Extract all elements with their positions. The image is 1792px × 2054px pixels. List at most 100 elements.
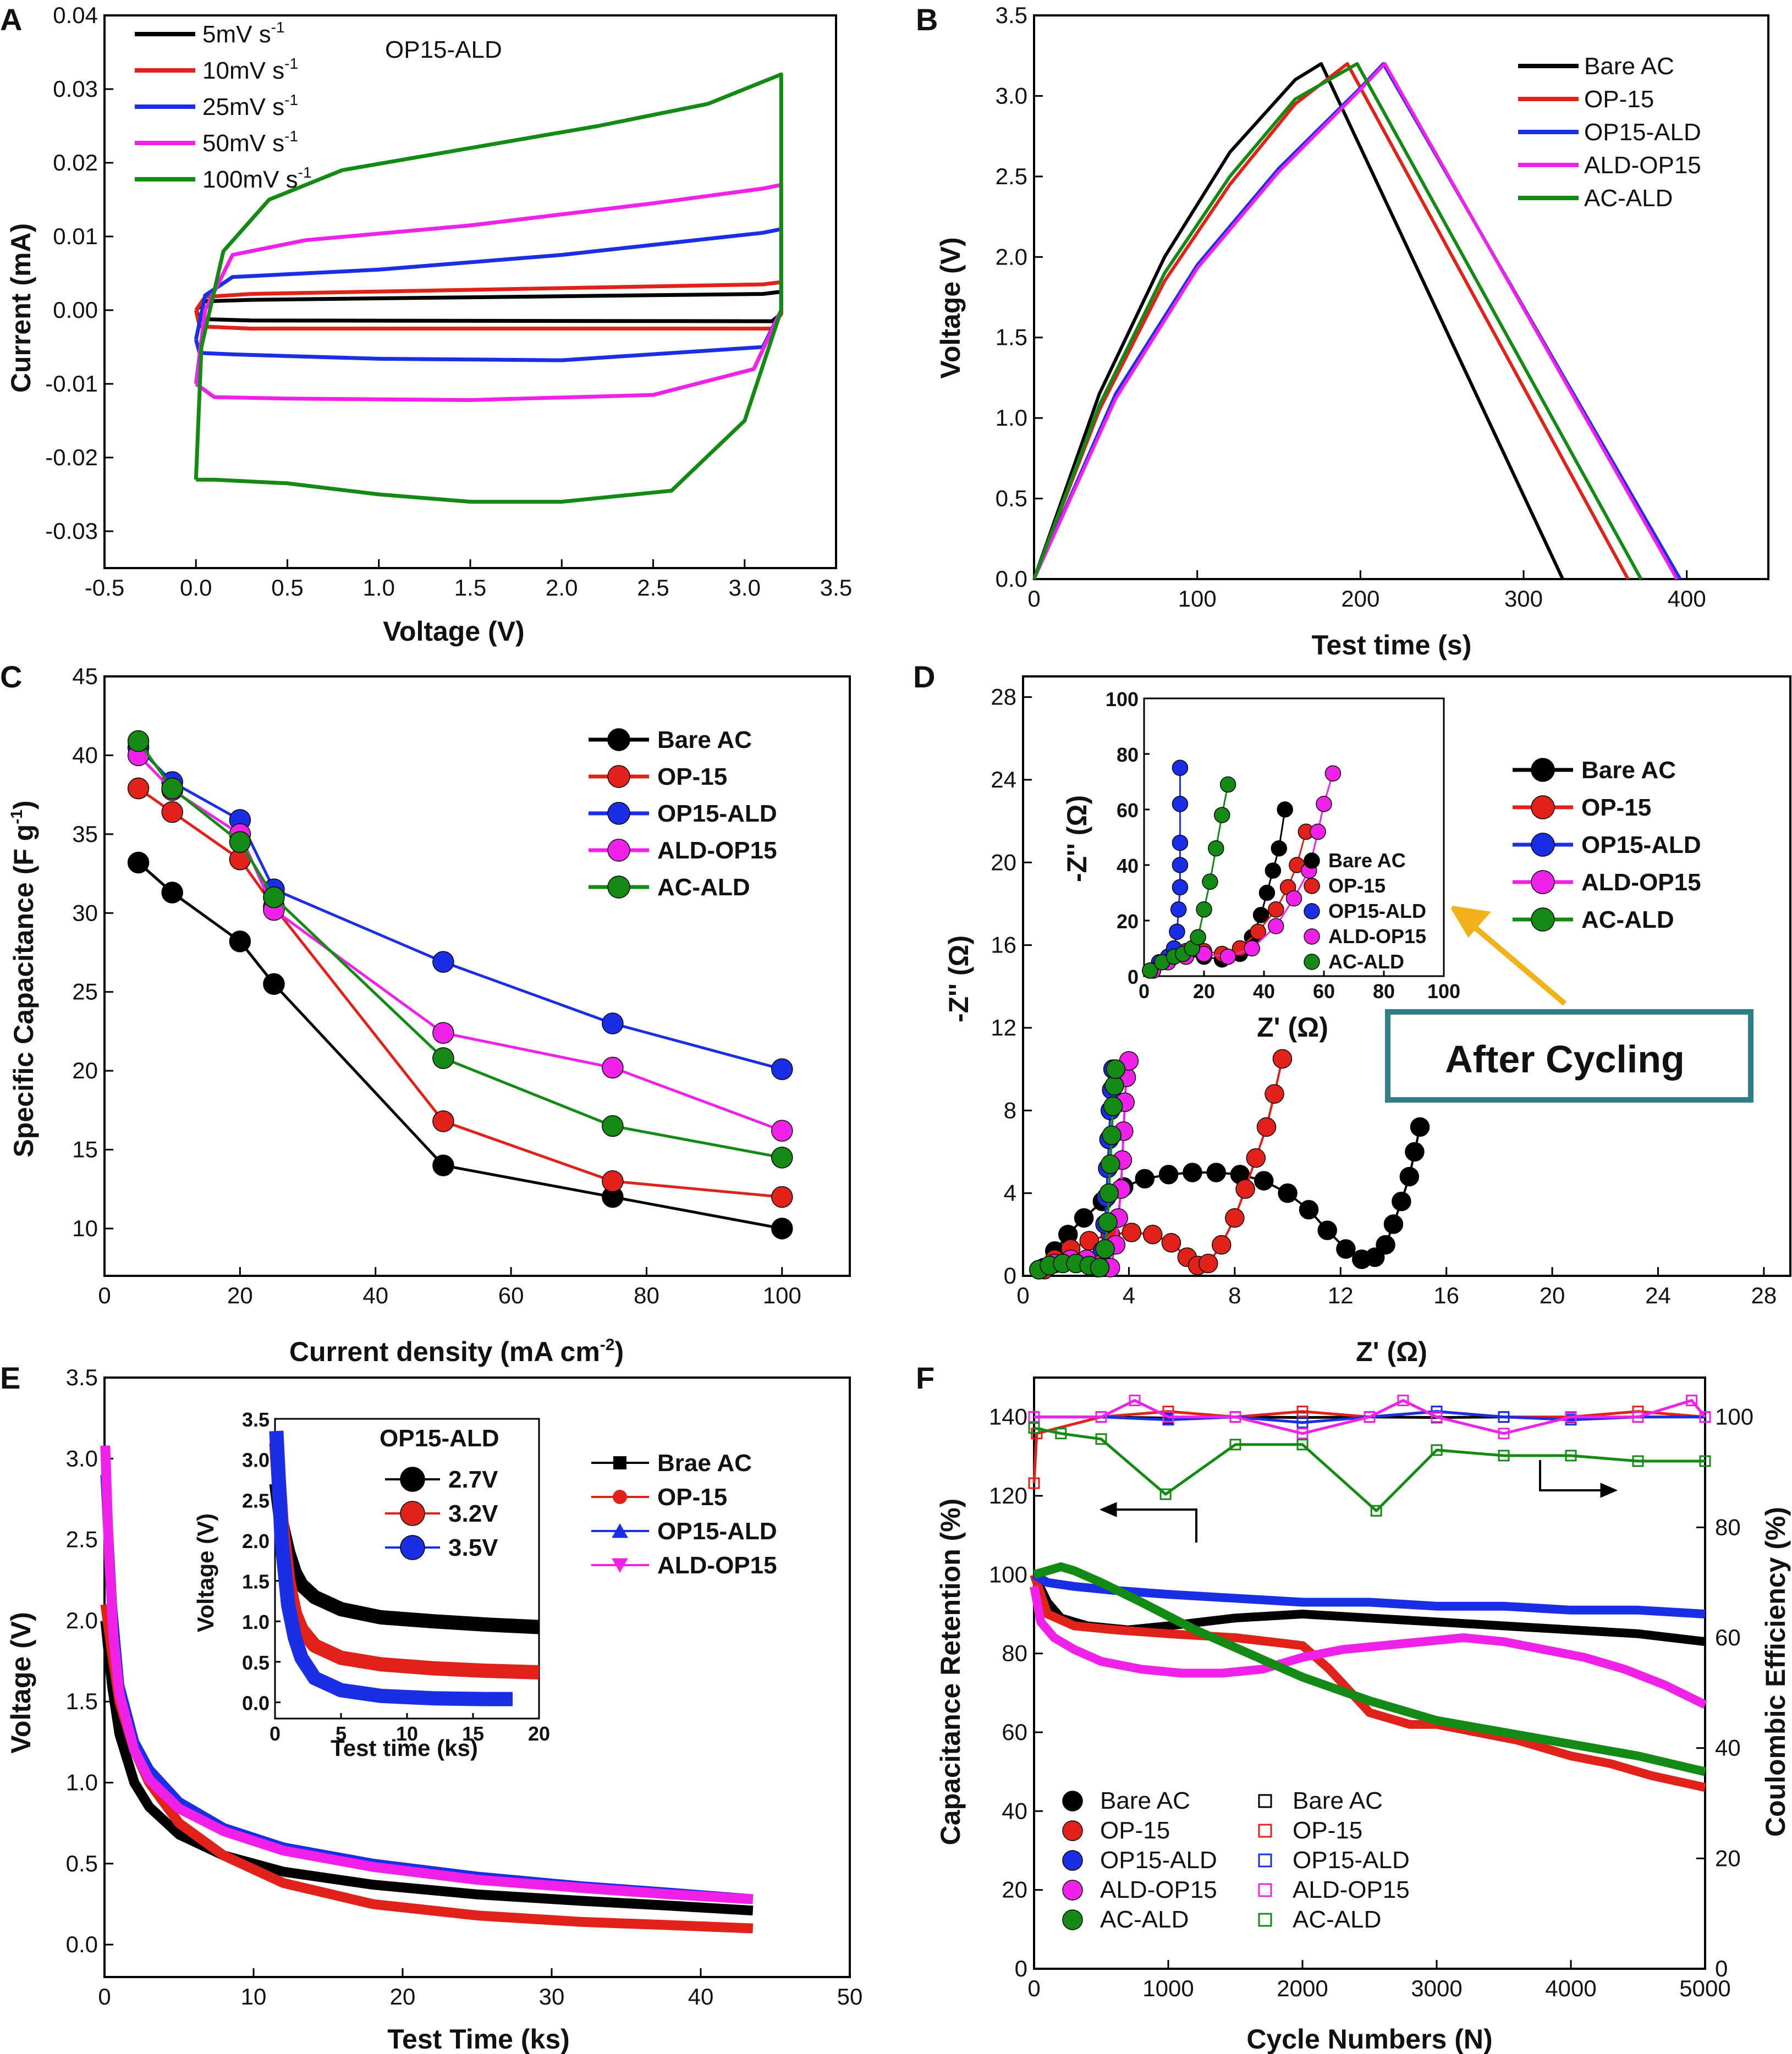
p4-inset-xtick-label: 10	[396, 1722, 418, 1745]
pC-point-4	[161, 777, 183, 800]
p0-ytick-label: 0.03	[53, 76, 98, 102]
p5-ytick-label: 60	[1002, 1719, 1027, 1745]
p4-ytick-label: 3.0	[66, 1445, 98, 1471]
p0-ytick-label: -0.03	[45, 518, 98, 544]
pD-point-4	[1100, 1154, 1120, 1174]
pD-point-0	[1299, 1199, 1319, 1220]
pA-ylabel: Current (mA)	[6, 223, 36, 393]
pD-inset-point-3	[1268, 918, 1284, 934]
pD-inset-point-2	[1170, 901, 1187, 918]
pF-point-9	[1431, 1444, 1443, 1456]
pF-point-8	[1565, 1411, 1577, 1423]
p4-inset-xtick-label: 20	[528, 1722, 550, 1745]
pA-title: OP15-ALD	[385, 36, 502, 63]
pD-inset-bg	[1144, 698, 1444, 976]
p5-xtick-label: 3000	[1411, 1975, 1462, 2001]
pA-legend-label: 100mV s-1	[202, 164, 312, 193]
p1-frame	[1033, 14, 1769, 580]
pD-inset-legend-label: ALD-OP15	[1328, 925, 1426, 948]
p4-ytick-label: 0.5	[66, 1851, 98, 1876]
pF-legend-marker	[1258, 1824, 1272, 1838]
pF-series-9	[1034, 1427, 1705, 1512]
p1-xtick-label: 400	[1668, 586, 1706, 612]
pE-legend-label: Brae AC	[657, 1450, 752, 1477]
pD-inset-legend-marker	[1304, 852, 1320, 869]
p2-ytick-label: 15	[72, 1137, 98, 1163]
pA-series-0	[194, 290, 783, 323]
pD-inset-legend-marker	[1304, 928, 1320, 945]
pD-annotation-arrowhead	[1450, 906, 1491, 938]
pF-legend-marker	[1062, 1791, 1083, 1811]
pC-legend-marker	[607, 765, 630, 788]
p4-xtick-label: 30	[539, 1984, 565, 2009]
pE-inset-series-2	[269, 1430, 513, 1706]
p3-ytick-label: 16	[991, 932, 1016, 958]
p4-xtick-label: 0	[98, 1984, 111, 2009]
pC-point-4	[263, 886, 285, 908]
p4-ytick-label: 2.5	[66, 1527, 98, 1552]
p3-xtick-label: 4	[1123, 1282, 1135, 1308]
p4-ytick-label: 1.0	[66, 1769, 98, 1795]
p5-xtick-label: 5000	[1679, 1975, 1730, 2001]
pF-point-6	[1028, 1477, 1040, 1489]
p1-ytick-label: 2.0	[996, 244, 1027, 269]
p3-xtick-label: 16	[1433, 1282, 1459, 1308]
pE-inset-ylabel: Voltage (V)	[193, 1513, 218, 1632]
pD-point-0	[1405, 1142, 1425, 1162]
pF-legend-marker	[1062, 1909, 1083, 1930]
pC-ylabel-close: )	[8, 800, 39, 810]
pD-inset-point-0	[1277, 801, 1293, 818]
pE-inset-legend-label: 3.5V	[448, 1534, 498, 1561]
pD-legend-marker	[1531, 795, 1555, 819]
pD-inset-point-3	[1285, 890, 1302, 907]
p1-xtick-label: 0	[1027, 586, 1040, 612]
pF-legend-marker	[1258, 1853, 1272, 1868]
pD-point-4	[1090, 1258, 1110, 1277]
pC-point-1	[127, 777, 150, 800]
pC-ylabel-main: Specific Capacitance (F g	[8, 824, 39, 1158]
p1-ytick-label: 0.5	[996, 486, 1027, 511]
pD-inset-point-0	[1258, 884, 1276, 901]
pF-arrowhead-left	[1100, 1502, 1117, 1517]
pF-legend-marker	[1062, 1850, 1083, 1871]
p3-xtick-label: 8	[1228, 1282, 1241, 1308]
pF-point-9	[1229, 1439, 1241, 1451]
pF-point-9	[1055, 1428, 1067, 1440]
pD-point-1	[1246, 1148, 1266, 1168]
pA-series-4	[194, 72, 783, 504]
p0-xtick-label: 3.0	[729, 575, 761, 601]
pC-legend-marker	[607, 875, 630, 899]
p1-ytick-label: 0.0	[996, 566, 1027, 592]
p4-inset-ytick-label: 0.5	[242, 1651, 270, 1674]
pD-inset-ylabel: -Z'' (Ω)	[1062, 795, 1092, 882]
pD-legend-marker	[1531, 870, 1555, 894]
pB-legend-label: AC-ALD	[1584, 185, 1673, 212]
pD-point-1	[1142, 1225, 1163, 1244]
p3-inset-ytick-label: 100	[1106, 688, 1139, 711]
panel-B-label: B	[916, 2, 938, 37]
p5-ytick-label: 100	[989, 1561, 1027, 1587]
pD-inset-legend-marker	[1304, 903, 1320, 919]
p4-inset-ytick-label: 1.0	[242, 1611, 270, 1633]
pD-annotation-box	[1385, 1009, 1753, 1103]
pF-point-8	[1431, 1411, 1443, 1423]
pD-inset-point-2	[1172, 796, 1189, 812]
pF-point-8	[1028, 1411, 1040, 1423]
pF-point-8	[1162, 1411, 1174, 1423]
p0-ytick-label: 0.01	[53, 223, 98, 249]
pF-y2tick-label: 100	[1715, 1404, 1753, 1430]
pE-inset-legend-marker	[400, 1467, 425, 1492]
pD-inset-legend-label: AC-ALD	[1328, 950, 1404, 973]
pD-point-0	[1254, 1171, 1274, 1191]
p2-xtick-label: 40	[362, 1282, 388, 1308]
pD-point-0	[1317, 1220, 1337, 1241]
p1-xtick-label: 200	[1341, 586, 1379, 612]
pB-legend-label: OP15-ALD	[1584, 119, 1701, 146]
p0-xtick-label: 2.0	[546, 575, 578, 601]
p4-inset-xtick-label: 5	[336, 1722, 347, 1745]
pF-point-7	[1296, 1417, 1309, 1429]
p0-xtick-label: 0.0	[180, 575, 212, 601]
pC-legend-label: OP-15	[657, 763, 727, 790]
pD-inset-point-3	[1316, 796, 1332, 812]
p5-ytick-label: 120	[989, 1483, 1027, 1508]
